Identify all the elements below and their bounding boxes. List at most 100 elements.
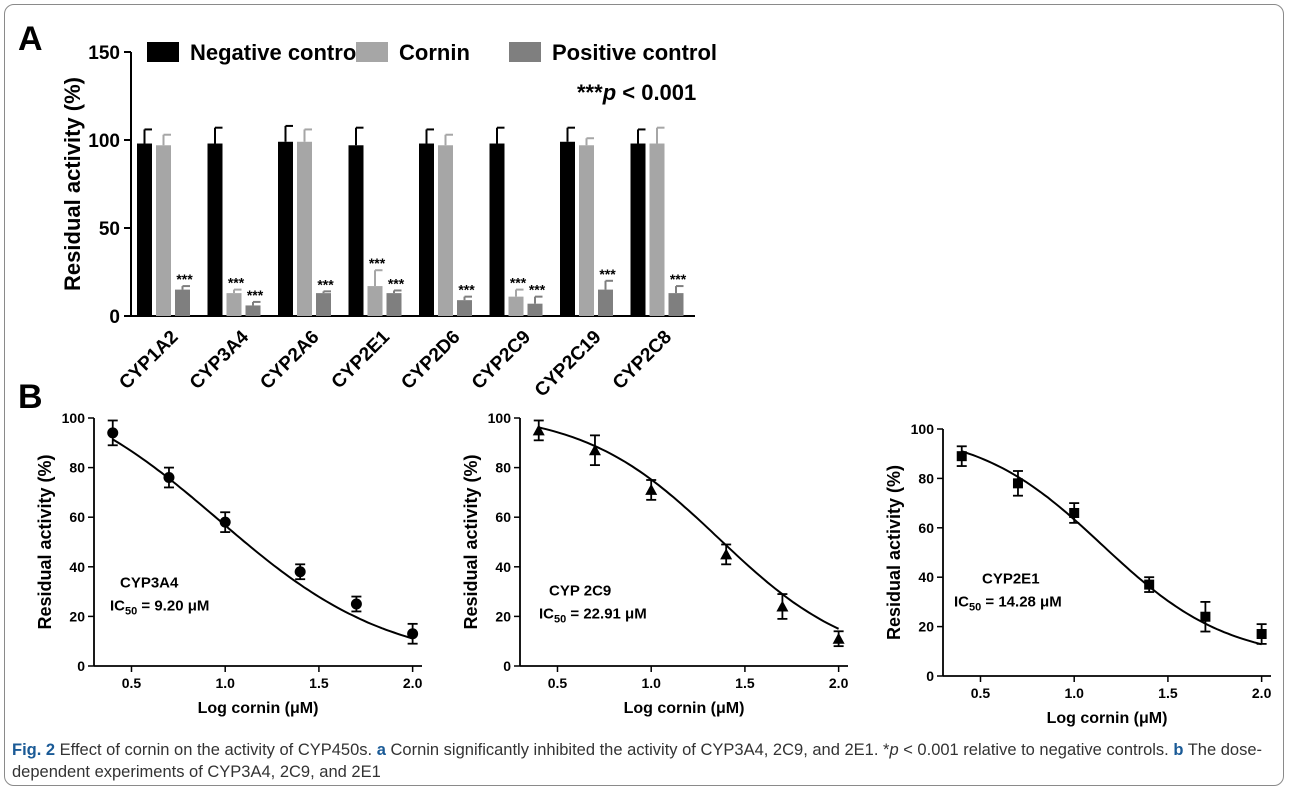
legend-label: Cornin — [399, 40, 470, 65]
data-point — [1200, 611, 1211, 622]
x-axis-label: Log cornin (μM) — [1047, 710, 1168, 727]
bar — [438, 145, 453, 316]
ic50-part: 50 — [125, 605, 137, 617]
legend-swatch — [147, 42, 179, 62]
bar — [278, 141, 293, 316]
data-point — [294, 566, 306, 578]
bar — [598, 289, 613, 316]
data-point — [956, 451, 967, 462]
bar — [207, 143, 223, 316]
legend-label: Negative control — [190, 40, 362, 65]
enzyme-label: CYP3A4 — [120, 574, 179, 591]
data-point — [107, 427, 119, 439]
panel-label-a: A — [18, 20, 43, 58]
bar — [457, 300, 472, 316]
caption-fig-label: Fig. 2 — [12, 741, 56, 759]
x-tick-label: 1.5 — [1158, 685, 1178, 701]
x-axis-label: Log cornin (μM) — [624, 700, 745, 717]
data-point — [219, 516, 231, 528]
figure-frame — [4, 4, 1284, 786]
bar — [156, 145, 171, 316]
y-tick-label: 20 — [495, 608, 511, 624]
ic50-label: IC50 = 22.91 μM — [539, 605, 647, 625]
caption-text-2: Cornin significantly inhibited the activ… — [385, 741, 890, 759]
caption-text-4: The dose-dependent experiments of CYP3A4… — [12, 741, 1263, 781]
p-value-part: *** — [577, 80, 603, 105]
bar — [649, 143, 665, 316]
bar — [175, 289, 190, 316]
x-tick-label: 1.0 — [1064, 685, 1084, 701]
fitted-curve — [538, 426, 840, 630]
x-tick-label: CYP2E1 — [328, 326, 395, 393]
x-tick-label: 1.5 — [309, 675, 329, 691]
enzyme-label: CYP2E1 — [982, 571, 1040, 588]
x-tick-label: 0.5 — [971, 685, 991, 701]
bar — [489, 143, 505, 316]
dose-response-chart-b1: 0 20 40 60 80 100 0.5 1.0 1.5 2.0 Log cornin (μM) R… — [35, 410, 423, 717]
x-tick-label: CYP2C9 — [468, 327, 535, 394]
y-tick-label: 80 — [495, 460, 511, 476]
data-point — [645, 483, 658, 495]
bar — [508, 296, 524, 316]
ic50-part: = 14.28 μM — [981, 594, 1061, 611]
y-tick-label: 100 — [911, 421, 935, 437]
bar — [137, 143, 152, 316]
y-tick-label: 20 — [918, 619, 934, 635]
y-tick-label: 60 — [918, 520, 934, 536]
bar — [579, 145, 594, 316]
legend-swatch — [356, 42, 388, 62]
data-point — [532, 424, 545, 436]
y-tick-label: 0 — [109, 307, 120, 328]
legend-label: Positive control — [552, 40, 717, 65]
x-tick-label: CYP2A6 — [256, 327, 323, 394]
x-tick-label: CYP2C8 — [609, 327, 676, 394]
y-tick-label: 150 — [88, 43, 120, 64]
data-point — [163, 472, 175, 484]
ic50-part: IC — [954, 594, 969, 611]
data-point — [1069, 507, 1080, 518]
bar — [367, 286, 383, 316]
y-axis-label: Residual activity (%) — [461, 454, 481, 629]
x-tick-label: 2.0 — [1252, 685, 1272, 701]
y-axis-label: Residual activity (%) — [884, 465, 904, 640]
figure-canvas: A B 0 50 100 150 Residual activity (%) *** CYP1A… — [18, 20, 1272, 727]
ic50-part: 50 — [969, 602, 981, 614]
caption-text-3: < 0.001 relative to negative controls. — [898, 741, 1174, 759]
significance-mark: *** — [599, 266, 616, 282]
dose-response-chart-b2: 0 20 40 60 80 100 0.5 1.0 1.5 2.0 Log cornin (μM) R… — [461, 410, 849, 717]
data-point — [776, 600, 789, 612]
bar — [668, 293, 684, 316]
dose-response-chart-b3: 0 20 40 60 80 100 0.5 1.0 1.5 2.0 Log cornin (μM) R… — [884, 421, 1272, 727]
x-tick-label: CYP1A2 — [115, 327, 182, 394]
x-tick-label: 2.0 — [829, 675, 849, 691]
data-point — [1144, 579, 1155, 590]
ic50-part: = 22.91 μM — [566, 605, 646, 622]
y-tick-label: 100 — [88, 131, 120, 152]
bar — [630, 143, 646, 316]
x-tick-label: 2.0 — [403, 675, 423, 691]
bar — [348, 145, 364, 316]
fitted-curve — [961, 450, 1262, 646]
ic50-part: 50 — [554, 613, 566, 625]
x-tick-label: 1.5 — [735, 675, 755, 691]
bar — [226, 293, 242, 316]
data-point — [407, 628, 419, 640]
legend-swatch — [509, 42, 541, 62]
data-point — [832, 632, 845, 644]
x-tick-label: 1.0 — [215, 675, 235, 691]
bar — [297, 141, 312, 316]
ic50-part: = 9.20 μM — [137, 597, 209, 614]
x-tick-label: CYP2D6 — [397, 327, 464, 394]
ic50-label: IC50 = 14.28 μM — [954, 594, 1062, 614]
p-value-annotation: ***p < 0.001 — [577, 80, 696, 105]
y-tick-label: 0 — [926, 668, 934, 684]
y-tick-label: 100 — [62, 410, 86, 426]
panel-label-b: B — [18, 378, 43, 416]
significance-mark: *** — [458, 282, 475, 298]
caption-b: b — [1173, 741, 1184, 759]
y-tick-label: 40 — [495, 559, 511, 575]
x-tick-label: 0.5 — [548, 675, 568, 691]
significance-mark: *** — [247, 287, 264, 303]
ic50-part: IC — [110, 597, 125, 614]
